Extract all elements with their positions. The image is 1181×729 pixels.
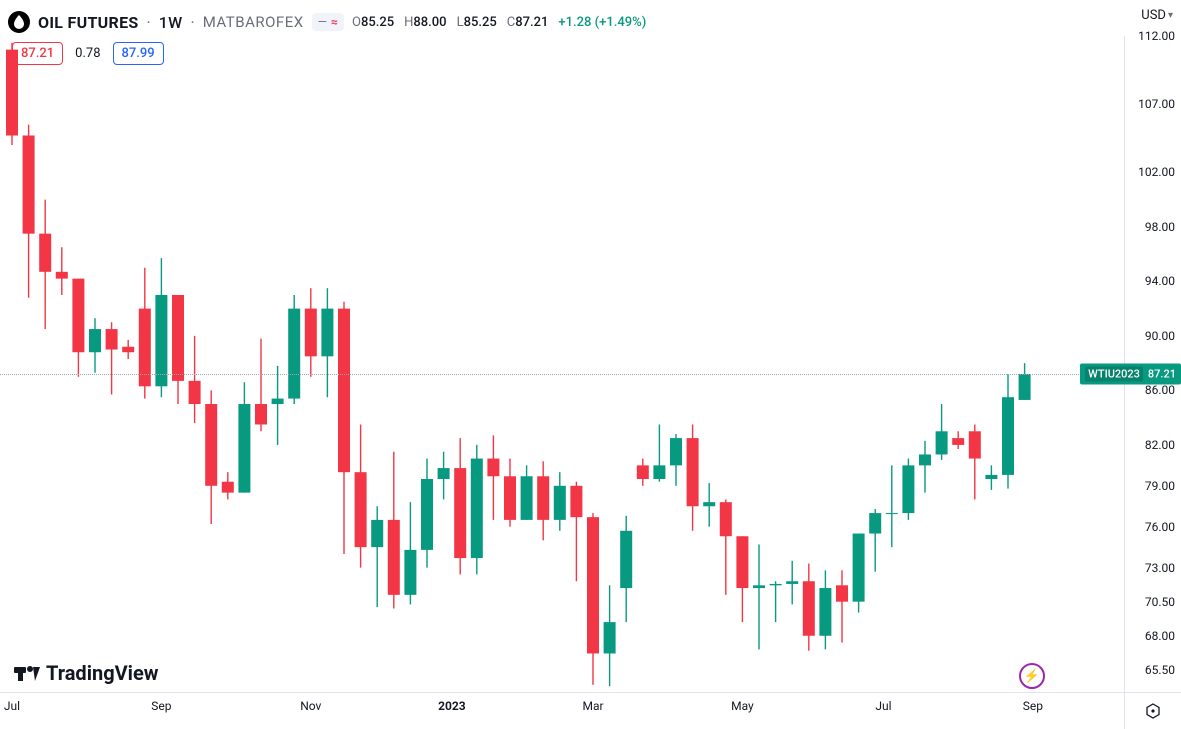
ohlc-change-pct: +1.49% [599, 15, 642, 30]
y-axis-tick: 112.00 [1138, 29, 1175, 43]
symbol-icon [8, 11, 30, 33]
x-axis-tick: Nov [300, 699, 321, 713]
y-axis-tick: 86.00 [1145, 383, 1175, 397]
y-axis-tick: 102.00 [1138, 165, 1175, 179]
x-axis-tick: Sep [1023, 699, 1043, 713]
y-axis-tick: 65.50 [1145, 663, 1175, 677]
interval-label[interactable]: 1W [159, 13, 183, 32]
x-axis-tick: Mar [582, 699, 603, 713]
x-axis-tick: Sep [151, 699, 171, 713]
separator-dot: · [191, 13, 195, 32]
chevron-down-icon: ▾ [1168, 10, 1173, 21]
ohlc-open: 85.25 [361, 15, 394, 30]
ohlc-low: 85.25 [464, 15, 497, 30]
y-axis-tick: 68.00 [1145, 629, 1175, 643]
trading-chart-root: OIL FUTURES · 1W · MATBAROFEX —≈ O85.25 … [0, 0, 1181, 729]
y-axis-tick: 98.00 [1145, 220, 1175, 234]
x-axis-tick: May [731, 699, 754, 713]
currency-selector[interactable]: USD ▾ [1141, 8, 1173, 23]
y-axis-tick: 107.00 [1138, 97, 1175, 111]
attribution-text: TradingView [46, 661, 158, 685]
alert-flash-icon[interactable]: ⚡ [1019, 663, 1045, 689]
y-axis-tick: 76.00 [1145, 520, 1175, 534]
separator-dot: · [147, 13, 151, 32]
settings-hex-icon [1145, 703, 1161, 719]
tradingview-attribution[interactable]: TradingView [14, 661, 158, 685]
exchange-name: MATBAROFEX [203, 13, 304, 31]
chart-plot-area[interactable]: ⚡ [0, 36, 1125, 693]
y-axis-tick: 94.00 [1145, 274, 1175, 288]
time-axis[interactable]: Jul Sep Nov 2023 Mar May Jul Sep [0, 692, 1125, 729]
x-axis-tick: Jul [875, 699, 891, 713]
x-axis-tick: Jul [4, 699, 20, 713]
symbol-name[interactable]: OIL FUTURES [38, 13, 139, 32]
last-price-line [0, 374, 1125, 375]
y-axis-tick: 73.00 [1145, 561, 1175, 575]
x-axis-tick: 2023 [438, 699, 466, 713]
status-pill: —≈ [312, 13, 344, 31]
ohlc-high: 88.00 [413, 15, 446, 30]
y-axis-tick: 82.00 [1145, 438, 1175, 452]
ohlc-display: O85.25 H88.00 L85.25 C87.21 +1.28 (+1.49… [352, 15, 646, 30]
axis-corner[interactable] [1124, 692, 1181, 729]
tradingview-logo-icon [14, 664, 40, 682]
y-axis-tick: 90.00 [1145, 329, 1175, 343]
price-axis[interactable]: 112.00107.00102.0098.0094.0090.0086.0082… [1124, 36, 1181, 693]
y-axis-tick: 70.50 [1145, 595, 1175, 609]
candlestick-svg [0, 36, 1125, 693]
y-axis-tick: 79.00 [1145, 479, 1175, 493]
ohlc-close: 87.21 [515, 15, 548, 30]
currency-label: USD [1141, 8, 1166, 23]
last-price-label: WTIU202387.21 [1080, 364, 1181, 385]
ohlc-change: +1.28 [558, 15, 591, 30]
